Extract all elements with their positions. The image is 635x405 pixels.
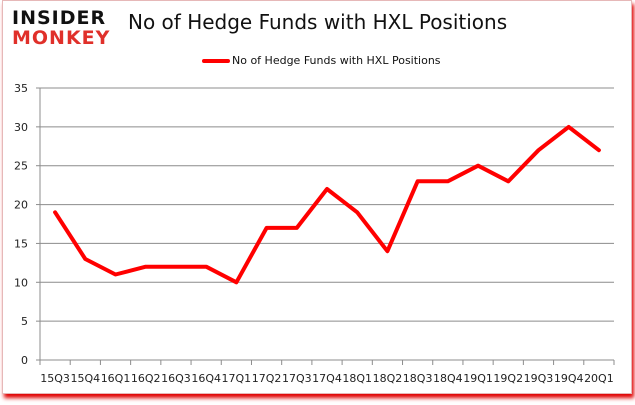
x-tick-label: 20Q1 [584,372,614,385]
x-tick-label: 18Q4 [433,372,463,385]
y-tick-label: 10 [14,276,28,289]
chart-legend: No of Hedge Funds with HXL Positions [202,54,441,67]
x-tick-label: 19Q1 [463,372,493,385]
x-tick-label: 17Q1 [222,372,252,385]
logo-line-2: MONKEY [12,27,111,49]
x-tick-label: 17Q3 [282,372,312,385]
x-tick-label: 19Q4 [554,372,584,385]
legend-label: No of Hedge Funds with HXL Positions [232,54,441,67]
x-tick-label: 16Q3 [161,372,191,385]
x-tick-label: 15Q4 [70,372,100,385]
y-tick-label: 25 [14,160,28,173]
y-tick-label: 35 [14,82,28,95]
x-tick-label: 16Q1 [101,372,131,385]
x-tick-label: 18Q2 [373,372,403,385]
y-tick-label: 20 [14,199,28,212]
chart-frame [2,0,632,394]
x-tick-label: 17Q4 [312,372,342,385]
x-tick-label: 18Q1 [342,372,372,385]
x-tick-label: 19Q3 [524,372,554,385]
x-tick-label: 19Q2 [493,372,523,385]
x-tick-label: 16Q2 [131,372,161,385]
y-tick-label: 30 [14,121,28,134]
chart-title: No of Hedge Funds with HXL Positions [128,10,508,34]
y-tick-label: 0 [21,354,28,367]
y-tick-label: 15 [14,237,28,250]
y-tick-label: 5 [21,315,28,328]
logo-line-1: INSIDER [12,7,107,29]
legend-line-swatch-icon [202,58,230,63]
x-tick-label: 18Q3 [403,372,433,385]
x-tick-label: 17Q2 [252,372,282,385]
series-line [53,124,601,285]
insider-monkey-logo: INSIDER MONKEY [12,8,110,48]
x-tick-label: 16Q4 [191,372,221,385]
x-tick-label: 15Q3 [40,372,70,385]
